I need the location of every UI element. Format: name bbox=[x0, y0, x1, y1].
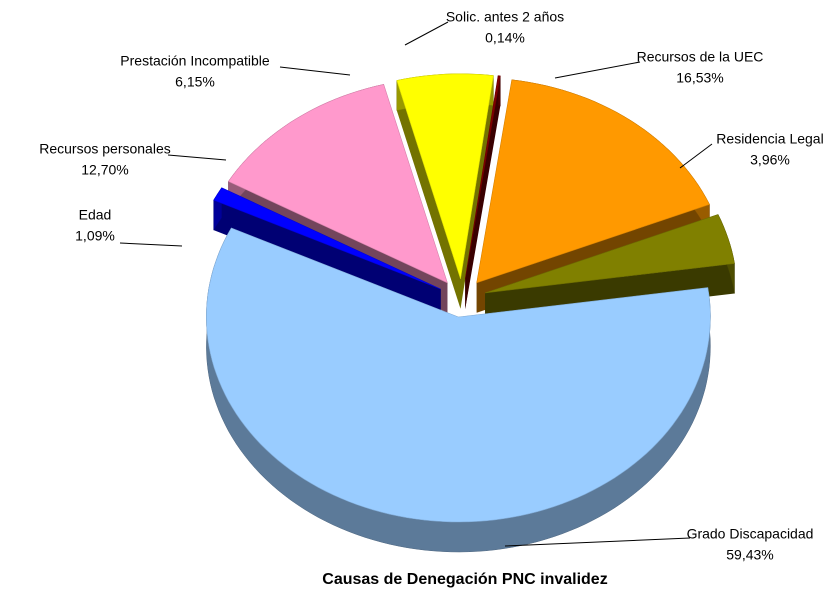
leader-line bbox=[279, 66, 351, 76]
slice bbox=[206, 227, 711, 523]
slice bbox=[213, 187, 441, 290]
pie-tops bbox=[206, 73, 735, 523]
slice bbox=[485, 214, 735, 294]
slice-value-label: 16,53% bbox=[676, 70, 723, 86]
slice-value-label: 12,70% bbox=[81, 162, 128, 178]
slice-side bbox=[465, 76, 501, 309]
leader-line bbox=[679, 143, 713, 169]
leader-line bbox=[167, 154, 227, 161]
slice-label: Residencia Legal bbox=[716, 131, 823, 147]
slice-value-label: 1,09% bbox=[75, 228, 115, 244]
leader-line bbox=[554, 61, 641, 79]
slice-label: Recursos de la UEC bbox=[637, 49, 764, 65]
chart-title: Causas de Denegación PNC invalidez bbox=[322, 571, 607, 588]
slice-label: Recursos personales bbox=[39, 141, 171, 157]
slice-side bbox=[396, 80, 461, 309]
leader-line bbox=[504, 537, 691, 547]
leader-line bbox=[404, 21, 449, 46]
slice-label: Grado Discapacidad bbox=[687, 526, 814, 542]
slice-label: Solic. antes 2 años bbox=[446, 9, 564, 25]
slice bbox=[227, 84, 448, 284]
slice-value-label: 6,15% bbox=[175, 74, 215, 90]
slice-value-label: 59,43% bbox=[726, 547, 773, 563]
slice-label: Edad bbox=[79, 207, 112, 223]
slice-value-label: 3,96% bbox=[750, 152, 790, 168]
slice-value-label: 0,14% bbox=[485, 30, 525, 46]
slice bbox=[476, 79, 710, 284]
leader-line bbox=[119, 242, 183, 247]
slice-side bbox=[460, 75, 494, 309]
labels: Recursos de la UEC 16,53% Residencia Legal… bbox=[39, 9, 823, 563]
slice bbox=[396, 73, 494, 279]
slice-label: Prestación Incompatible bbox=[120, 53, 270, 69]
slice bbox=[464, 75, 501, 280]
